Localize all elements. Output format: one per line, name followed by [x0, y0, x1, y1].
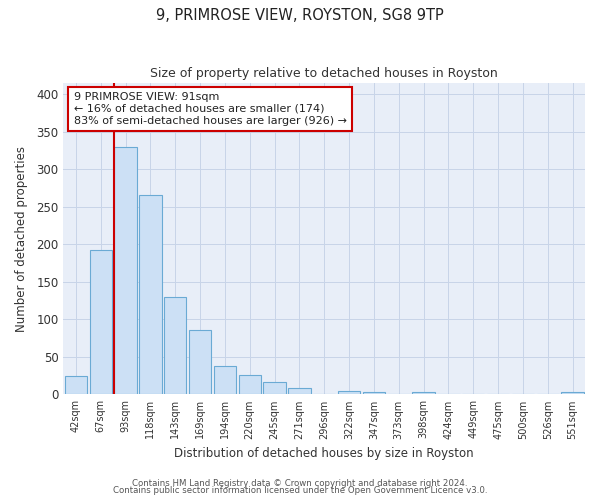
- Bar: [89, 250, 112, 394]
- Text: Contains public sector information licensed under the Open Government Licence v3: Contains public sector information licen…: [113, 486, 487, 495]
- Bar: [214, 366, 236, 394]
- Text: Contains HM Land Registry data © Crown copyright and database right 2024.: Contains HM Land Registry data © Crown c…: [132, 478, 468, 488]
- Bar: [363, 392, 385, 394]
- Bar: [263, 382, 286, 394]
- Bar: [412, 392, 435, 394]
- Bar: [338, 390, 360, 394]
- Bar: [164, 297, 187, 394]
- X-axis label: Distribution of detached houses by size in Royston: Distribution of detached houses by size …: [175, 447, 474, 460]
- Bar: [288, 388, 311, 394]
- Bar: [115, 147, 137, 394]
- Text: 9 PRIMROSE VIEW: 91sqm
← 16% of detached houses are smaller (174)
83% of semi-de: 9 PRIMROSE VIEW: 91sqm ← 16% of detached…: [74, 92, 347, 126]
- Bar: [189, 330, 211, 394]
- Bar: [239, 375, 261, 394]
- Text: 9, PRIMROSE VIEW, ROYSTON, SG8 9TP: 9, PRIMROSE VIEW, ROYSTON, SG8 9TP: [156, 8, 444, 22]
- Y-axis label: Number of detached properties: Number of detached properties: [15, 146, 28, 332]
- Bar: [139, 195, 161, 394]
- Bar: [65, 376, 87, 394]
- Title: Size of property relative to detached houses in Royston: Size of property relative to detached ho…: [151, 68, 498, 80]
- Bar: [562, 392, 584, 394]
